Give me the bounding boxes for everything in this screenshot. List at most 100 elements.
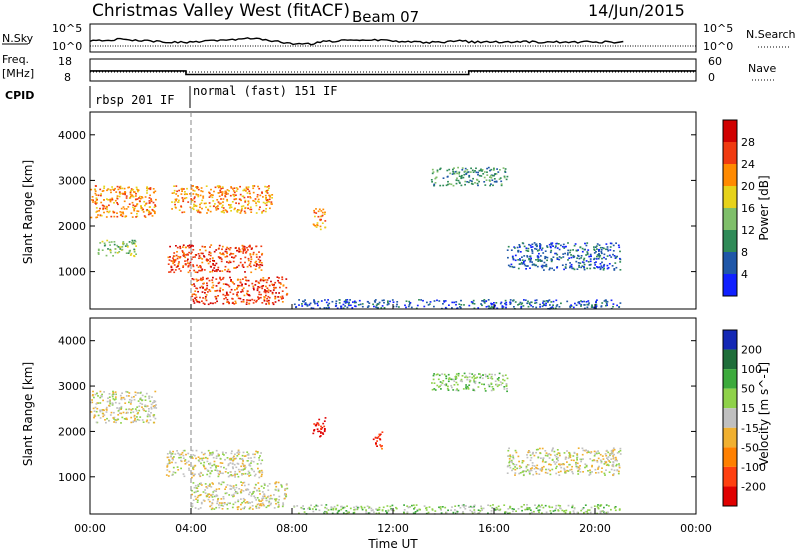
velocity-cell <box>439 506 442 508</box>
power-cell <box>106 198 108 200</box>
nsky-tick-bottom: 10^0 <box>52 40 82 53</box>
velocity-cell <box>252 460 255 463</box>
power-cell <box>577 262 580 264</box>
velocity-cell <box>204 489 206 491</box>
velocity-cell <box>139 392 142 394</box>
power-cell <box>504 170 506 173</box>
power-cell <box>167 263 170 265</box>
velocity-cell <box>564 458 567 460</box>
power-cell <box>534 299 537 302</box>
velocity-cell <box>571 506 573 509</box>
power-cell <box>250 211 253 213</box>
power-cell <box>461 169 464 171</box>
power-cell <box>130 188 133 190</box>
power-cell <box>530 257 532 260</box>
power-cell <box>567 252 569 254</box>
velocity-cell <box>252 492 254 495</box>
power-cell <box>251 247 253 249</box>
velocity-cell <box>576 459 578 461</box>
velocity-cell <box>602 458 605 460</box>
power-cell <box>128 203 131 205</box>
power-cell <box>268 296 271 299</box>
power-cell <box>224 195 227 198</box>
power-cell <box>348 304 350 307</box>
power-cell <box>578 266 580 268</box>
power-cell <box>214 302 217 304</box>
power-cell <box>597 266 599 269</box>
velocity-cell <box>580 458 583 461</box>
velocity-cell <box>242 469 244 471</box>
power-cell <box>433 305 435 308</box>
velocity-cell <box>281 505 284 508</box>
power-cell <box>192 300 195 302</box>
power-cell <box>377 303 380 305</box>
velocity-cell <box>117 414 120 416</box>
velocity-cell <box>250 460 253 462</box>
velocity-cell <box>126 418 128 421</box>
velocity-cell <box>194 464 197 467</box>
power-cell <box>596 299 598 301</box>
power-cell <box>242 287 245 289</box>
power-cell <box>132 188 135 191</box>
velocity-cell <box>511 461 513 464</box>
velocity-cell <box>221 451 224 454</box>
power-cell <box>485 300 487 303</box>
power-cell <box>219 287 222 289</box>
velocity-colorbar-swatch <box>723 486 737 506</box>
velocity-ytick: 1000 <box>58 471 86 484</box>
velocity-cell <box>527 507 529 509</box>
velocity-cell <box>206 469 209 471</box>
power-cell <box>195 186 197 188</box>
power-cell <box>262 196 264 198</box>
velocity-cell <box>150 412 152 414</box>
velocity-cell <box>548 505 551 508</box>
power-cell <box>286 292 289 295</box>
power-cell <box>195 254 198 256</box>
power-cell <box>470 301 473 303</box>
velocity-cell <box>255 505 258 508</box>
velocity-cell <box>554 454 556 457</box>
power-cell <box>260 278 262 281</box>
power-cell <box>210 266 212 268</box>
velocity-cell <box>167 456 170 459</box>
power-cell <box>174 258 177 261</box>
velocity-colorbar-tick: 15 <box>741 402 755 415</box>
power-cell <box>230 280 232 282</box>
velocity-cell <box>468 379 471 381</box>
power-cell <box>219 257 221 260</box>
velocity-cell <box>180 467 182 470</box>
power-cell <box>586 267 589 270</box>
velocity-cell <box>217 472 220 475</box>
velocity-cell <box>241 462 244 465</box>
velocity-cell <box>242 473 245 475</box>
velocity-cell <box>514 472 517 474</box>
velocity-cell <box>216 502 218 505</box>
velocity-cell <box>118 408 121 411</box>
velocity-cell <box>259 455 261 457</box>
power-cell <box>538 249 541 251</box>
power-cell <box>122 206 125 208</box>
power-cell <box>189 193 191 195</box>
velocity-cell <box>209 483 211 486</box>
velocity-cell <box>321 426 324 429</box>
velocity-cell <box>318 509 321 512</box>
power-cell <box>566 300 569 303</box>
velocity-cell <box>438 374 441 377</box>
velocity-cell <box>468 506 470 508</box>
velocity-cell <box>215 457 218 459</box>
power-cell <box>313 224 316 226</box>
velocity-cell <box>153 414 156 416</box>
power-cell <box>357 304 360 306</box>
power-cell <box>239 193 242 196</box>
power-cell <box>103 185 106 188</box>
power-cell <box>146 189 148 192</box>
velocity-cell <box>373 511 375 513</box>
power-cell <box>219 252 221 254</box>
velocity-cell <box>169 452 172 454</box>
power-cell <box>516 246 519 249</box>
velocity-cell <box>572 510 575 512</box>
power-cell <box>593 248 595 251</box>
power-cell <box>450 183 453 186</box>
power-cell <box>190 251 193 254</box>
